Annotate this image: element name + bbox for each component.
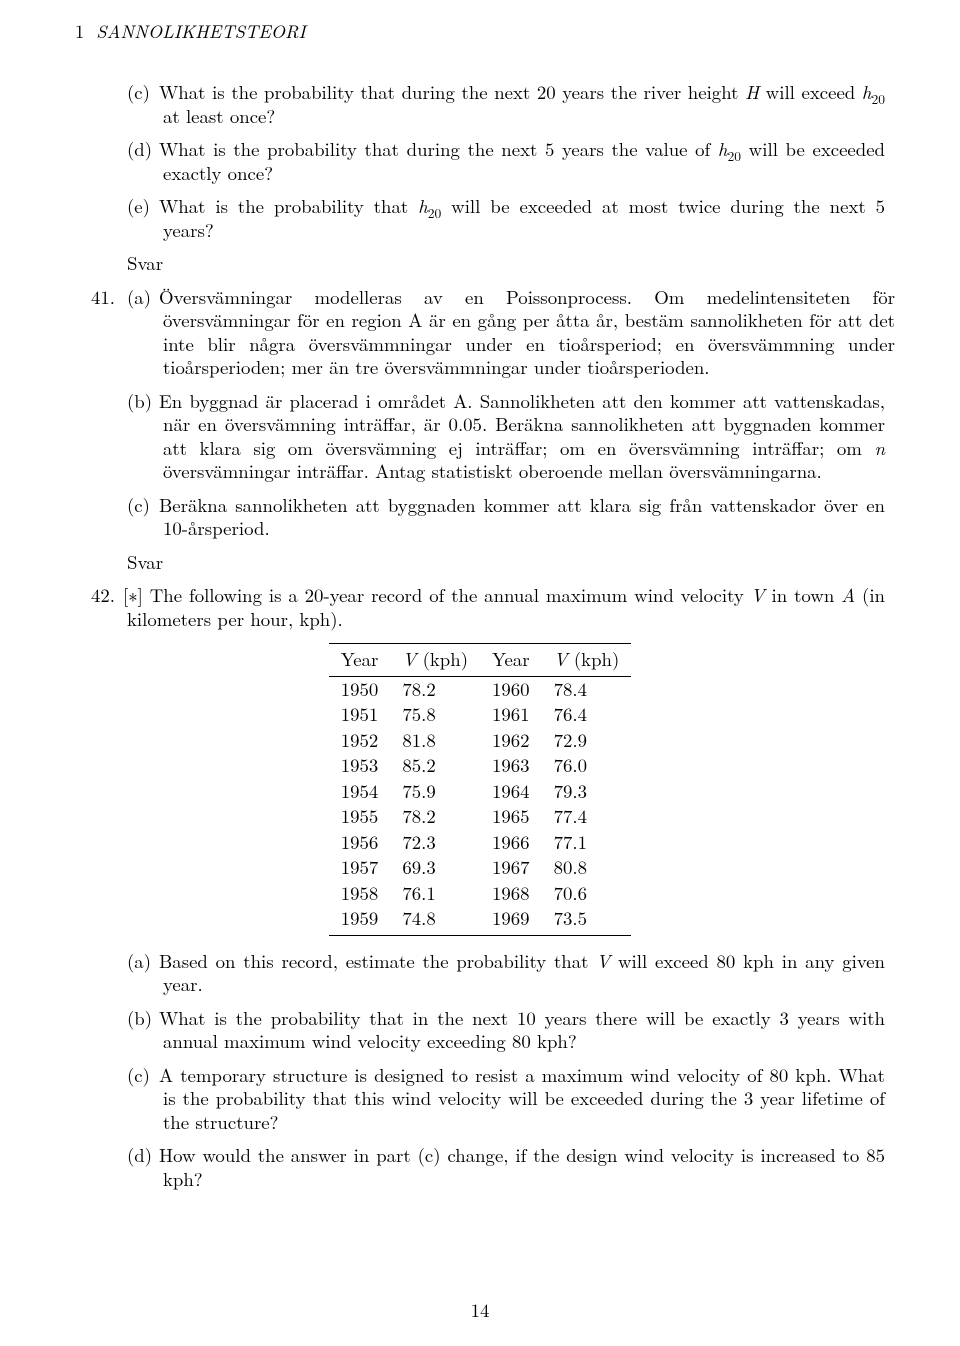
table-cell: 79.3: [542, 779, 632, 804]
table-cell: 76.4: [542, 702, 632, 727]
table-row: 195078.2196078.4: [329, 676, 632, 702]
table-cell: 78.4: [542, 676, 632, 702]
table-cell: 72.9: [542, 728, 632, 753]
item-label: (b): [127, 390, 159, 413]
q42-b-text: What is the probability that in the next…: [159, 1005, 885, 1054]
table-row: 195281.8196272.9: [329, 728, 632, 753]
q41-item-c: (c)Beräkna sannolikheten att byggnaden k…: [163, 494, 885, 541]
item-label: (c): [127, 81, 159, 104]
page: 1SANNOLIKHETSTEORI (c)What is the probab…: [0, 0, 960, 1346]
svar-label: Svar: [127, 551, 885, 574]
table-row: 195769.3196780.8: [329, 855, 632, 880]
table-row: 195672.3196677.1: [329, 830, 632, 855]
item-label: (a): [127, 286, 159, 309]
svar-label: Svar: [127, 252, 885, 275]
section-title: SANNOLIKHETSTEORI: [96, 18, 305, 44]
table-cell: 69.3: [390, 855, 480, 880]
table-row: 195876.1196870.6: [329, 881, 632, 906]
table-row: 195578.2196577.4: [329, 804, 632, 829]
page-header: 1 SANNOLIKHETSTEORI: [75, 20, 885, 43]
col-v-1: V (kph): [390, 644, 480, 676]
question-number: 41.: [91, 286, 123, 309]
table-row: 195385.2196376.0: [329, 753, 632, 778]
table-cell: 1962: [480, 728, 542, 753]
table-cell: 1952: [329, 728, 391, 753]
table-header-row: Year V (kph) Year V (kph): [329, 644, 632, 676]
col-year-2: Year: [480, 644, 542, 676]
table-cell: 1965: [480, 804, 542, 829]
table-cell: 76.1: [390, 881, 480, 906]
item-label: (c): [127, 1064, 159, 1087]
wind-velocity-table: Year V (kph) Year V (kph) 195078.2196078…: [329, 643, 632, 935]
q42: 42.[∗] The following is a 20-year record…: [127, 584, 885, 631]
item-label: (e): [127, 195, 159, 218]
table-cell: 73.5: [542, 906, 632, 935]
section-number: 1: [75, 18, 84, 44]
item-label: (d): [127, 138, 159, 161]
table-cell: 1954: [329, 779, 391, 804]
table-cell: 1961: [480, 702, 542, 727]
q42-item-b: (b)What is the probability that in the n…: [163, 1007, 885, 1054]
table-cell: 70.6: [542, 881, 632, 906]
q41-a-text: Översvämningar modelleras av en Poissonp…: [159, 284, 895, 380]
table-cell: 81.8: [390, 728, 480, 753]
table-cell: 1967: [480, 855, 542, 880]
item-label: (c): [127, 494, 159, 517]
table-cell: 78.2: [390, 676, 480, 702]
q41-item-a: (a)Översvämningar modelleras av en Poiss…: [163, 286, 895, 380]
table-cell: 1963: [480, 753, 542, 778]
page-number: 14: [0, 1299, 960, 1322]
table-row: 195175.8196176.4: [329, 702, 632, 727]
col-v-2: V (kph): [542, 644, 632, 676]
table-cell: 1968: [480, 881, 542, 906]
q42-item-d: (d)How would the answer in part (c) chan…: [163, 1144, 885, 1191]
table-cell: 1955: [329, 804, 391, 829]
q40-item-d: (d)What is the probability that during t…: [163, 138, 885, 185]
table-cell: 77.1: [542, 830, 632, 855]
table-row: 195974.8196973.5: [329, 906, 632, 935]
q42-c-text: A temporary structure is designed to res…: [159, 1062, 885, 1135]
q40-item-c: (c)What is the probability that during t…: [163, 81, 885, 128]
q42-d-text: How would the answer in part (c) change,…: [159, 1142, 885, 1191]
table-cell: 75.8: [390, 702, 480, 727]
table-cell: 1956: [329, 830, 391, 855]
table-cell: 1964: [480, 779, 542, 804]
item-label: (a): [127, 950, 159, 973]
question-number: 42.: [91, 584, 123, 607]
table-cell: 85.2: [390, 753, 480, 778]
table-cell: 1969: [480, 906, 542, 935]
item-label: (b): [127, 1007, 159, 1030]
table-cell: 1957: [329, 855, 391, 880]
table-cell: 1959: [329, 906, 391, 935]
table-row: 195475.9196479.3: [329, 779, 632, 804]
table-cell: 77.4: [542, 804, 632, 829]
table-cell: 1953: [329, 753, 391, 778]
table-cell: 1950: [329, 676, 391, 702]
table-cell: 72.3: [390, 830, 480, 855]
table-cell: 75.9: [390, 779, 480, 804]
q42-item-c: (c)A temporary structure is designed to …: [163, 1064, 885, 1134]
table-cell: 76.0: [542, 753, 632, 778]
table-cell: 80.8: [542, 855, 632, 880]
table-cell: 78.2: [390, 804, 480, 829]
item-label: (d): [127, 1144, 159, 1167]
q41-item-b: (b)En byggnad är placerad i området A. S…: [163, 390, 885, 484]
q40-item-e: (e)What is the probability that h20 will…: [163, 195, 885, 242]
table-cell: 1960: [480, 676, 542, 702]
table-cell: 1958: [329, 881, 391, 906]
table-cell: 1966: [480, 830, 542, 855]
table-cell: 74.8: [390, 906, 480, 935]
q42-item-a: (a)Based on this record, estimate the pr…: [163, 950, 885, 997]
q41-c-text: Beräkna sannolikheten att byggnaden komm…: [159, 492, 885, 541]
col-year-1: Year: [329, 644, 391, 676]
table-cell: 1951: [329, 702, 391, 727]
